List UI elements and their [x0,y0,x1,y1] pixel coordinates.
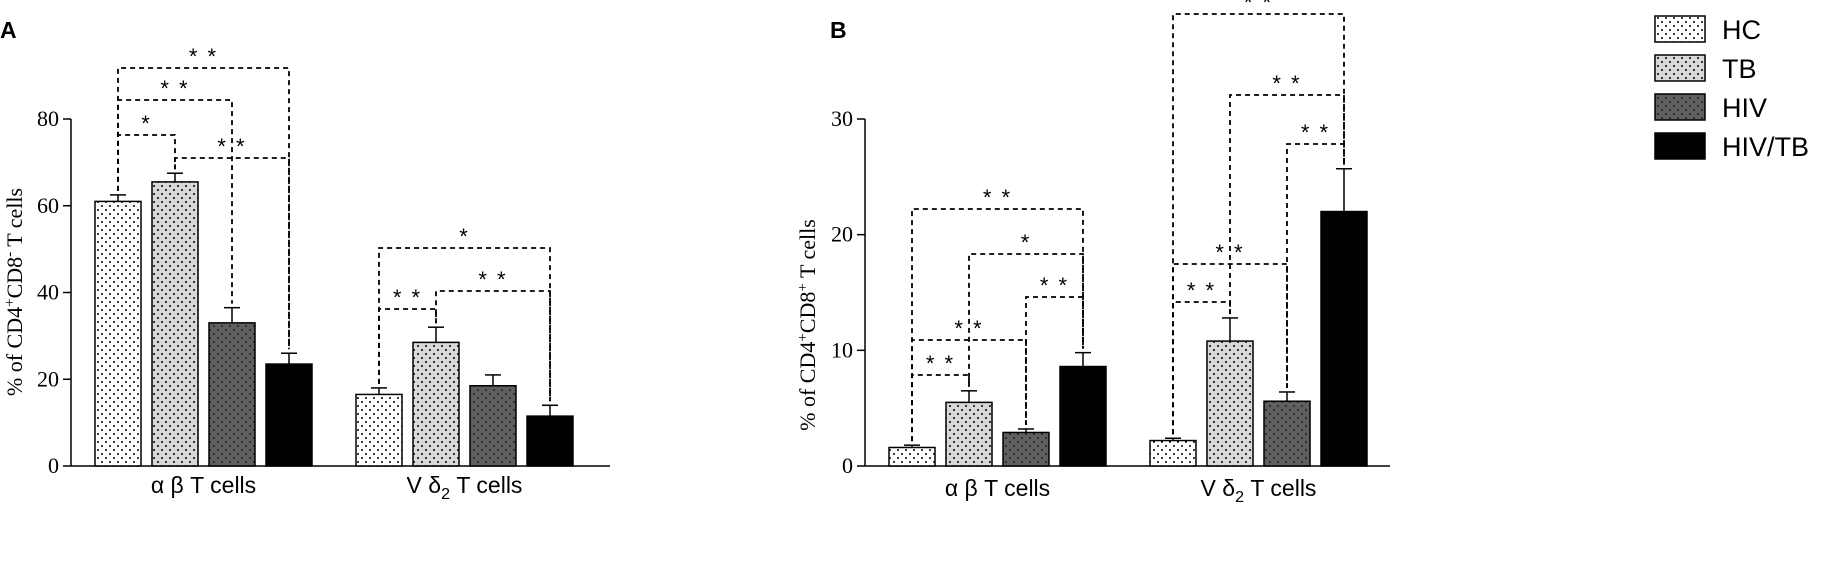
bar-tb [1206,340,1254,467]
category-label: V δ2 T cells [1201,475,1317,506]
significance-bracket [1286,143,1345,388]
legend-swatch-hiv-tb [1654,132,1706,160]
panel-b-chart: B 0 10 20 30 % of CD4+CD8+ T cells α β T cells… [795,0,1390,506]
bar-tb [412,341,460,467]
y-tick-label: 0 [842,453,853,478]
bar-hc [888,446,936,467]
panel-a-chart: A 0 20 40 60 80 % of CD4+CD8- T cells α β T cel… [0,17,610,503]
legend-label: HIV/TB [1722,132,1809,162]
legend-swatch-tb [1654,54,1706,82]
significance-bracket [1172,13,1345,435]
y-tick-label: 30 [831,106,853,131]
significance-bracket [968,253,1084,387]
category-label: V δ2 T cells [407,472,523,503]
bar-hiv-tb [265,363,313,467]
y-axis-label: % of CD4+CD8+ T cells [795,219,820,431]
legend-label: HIV [1722,93,1767,123]
y-tick-label: 20 [831,222,853,247]
bar-tb [945,401,993,467]
bar-hiv [1002,431,1050,467]
significance-label: * * [926,351,955,376]
bar-hiv-tb [1320,210,1368,467]
significance-bracket [1025,296,1084,425]
significance-label: * * [1187,278,1216,303]
significance-label: * * [189,44,218,69]
category-label: α β T cells [945,475,1050,501]
bar-hiv-tb [526,415,574,467]
y-tick-label: 60 [37,193,59,218]
significance-label: * [459,224,470,249]
bar-hiv-tb [1059,365,1107,467]
significance-label: * * [1215,240,1244,265]
bar-hc [94,200,142,467]
significance-bracket [435,290,551,402]
significance-label: * * [1301,120,1330,145]
significance-bracket [911,208,1084,442]
significance-label: * * [217,134,246,159]
significance-label: * * [1272,71,1301,96]
y-tick-label: 40 [37,280,59,305]
significance-label: * * [954,316,983,341]
significance-label: * * [160,76,189,101]
significance-bracket [1229,94,1345,314]
legend: HC TB HIV HIV/TB [1654,15,1809,162]
legend-label: TB [1722,54,1757,84]
y-tick-label: 0 [48,453,59,478]
significance-bracket [911,374,970,442]
panel-label: A [0,17,17,43]
bar-hc [1149,439,1197,467]
bar-hiv [1263,400,1311,467]
bar-hiv [469,385,517,467]
significance-label: * * [393,285,422,310]
significance-bracket [378,247,551,402]
y-axis-label: % of CD4+CD8- T cells [2,188,27,396]
significance-label: * * [1040,273,1069,298]
legend-swatch-hiv [1654,93,1706,121]
bar-hiv [208,322,256,467]
y-tick-label: 10 [831,337,853,362]
legend-swatch-hc [1654,15,1706,43]
y-tick-label: 80 [37,106,59,131]
significance-label: * [141,111,152,136]
bar-hc [355,393,403,467]
significance-bracket [174,157,290,350]
significance-label: * * [478,267,507,292]
significance-label: * [1021,230,1032,255]
significance-label: * * [983,185,1012,210]
legend-label: HC [1722,15,1761,45]
y-tick-label: 20 [37,366,59,391]
bar-tb [151,181,199,467]
significance-label: * * [1244,0,1273,15]
category-label: α β T cells [151,472,256,498]
panel-label: B [830,17,847,43]
